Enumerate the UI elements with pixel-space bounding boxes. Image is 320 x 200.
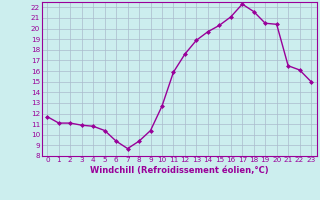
X-axis label: Windchill (Refroidissement éolien,°C): Windchill (Refroidissement éolien,°C) (90, 166, 268, 175)
